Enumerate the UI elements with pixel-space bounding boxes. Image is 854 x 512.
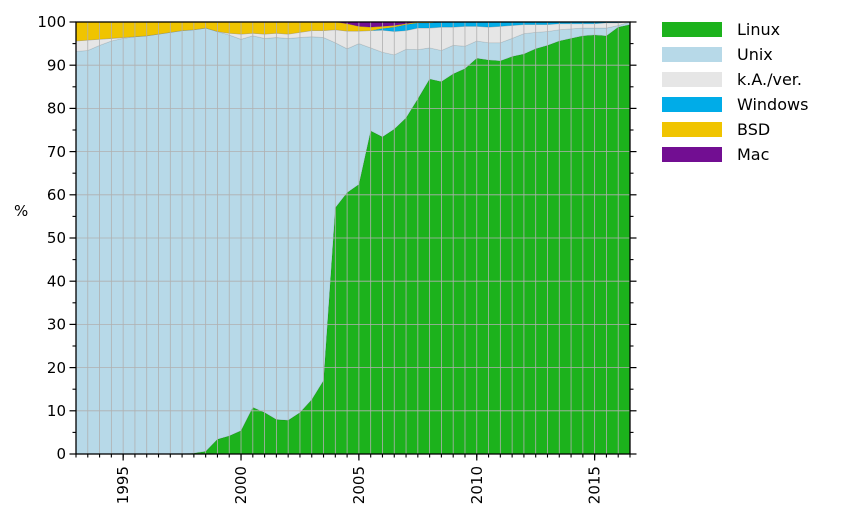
- legend-label: Linux: [737, 19, 781, 39]
- plot-area: 1995 2000 2005 2010 2015 0 10 20 30 40 50 60 70 80 90 1…: [37, 13, 637, 504]
- x-tick-label: 1995: [114, 466, 132, 504]
- legend-item-unix: Unix: [662, 44, 808, 64]
- legend-item-bsd: BSD: [662, 119, 808, 139]
- y-tick-label: 80: [47, 100, 66, 118]
- y-tick-label: 20: [47, 359, 66, 377]
- legend-item-k-a-ver-: k.A./ver.: [662, 69, 808, 89]
- legend-label: BSD: [737, 119, 771, 139]
- y-tick-label: 90: [47, 56, 66, 74]
- legend-label: Mac: [737, 144, 770, 164]
- y-axis-label: %: [14, 202, 28, 220]
- y-tick-label: 40: [47, 272, 66, 290]
- y-tick-label: 70: [47, 143, 66, 161]
- legend: Linux Unix k.A./ver. Windows BSD Mac: [662, 19, 809, 172]
- y-tick-label: 10: [47, 402, 66, 420]
- legend-item-mac: Mac: [662, 144, 808, 164]
- legend-swatch: [662, 47, 722, 62]
- x-tick-label: 2015: [586, 466, 604, 504]
- legend-label: k.A./ver.: [737, 69, 802, 89]
- y-tick-label: 0: [56, 445, 66, 463]
- legend-swatch: [662, 22, 722, 37]
- x-tick-label: 2000: [232, 466, 250, 504]
- legend-swatch: [662, 147, 722, 162]
- y-tick-label: 100: [37, 13, 66, 31]
- y-tick-label: 30: [47, 316, 66, 334]
- y-tick-label: 60: [47, 186, 66, 204]
- x-tick-label: 2005: [350, 466, 368, 504]
- legend-item-windows: Windows: [662, 94, 809, 114]
- x-tick-label: 2010: [468, 466, 486, 504]
- legend-label: Unix: [737, 44, 773, 64]
- legend-swatch: [662, 122, 722, 137]
- legend-swatch: [662, 97, 722, 112]
- legend-item-linux: Linux: [662, 19, 808, 39]
- y-tick-label: 50: [47, 229, 66, 247]
- legend-swatch: [662, 72, 722, 87]
- legend-label: Windows: [737, 94, 809, 114]
